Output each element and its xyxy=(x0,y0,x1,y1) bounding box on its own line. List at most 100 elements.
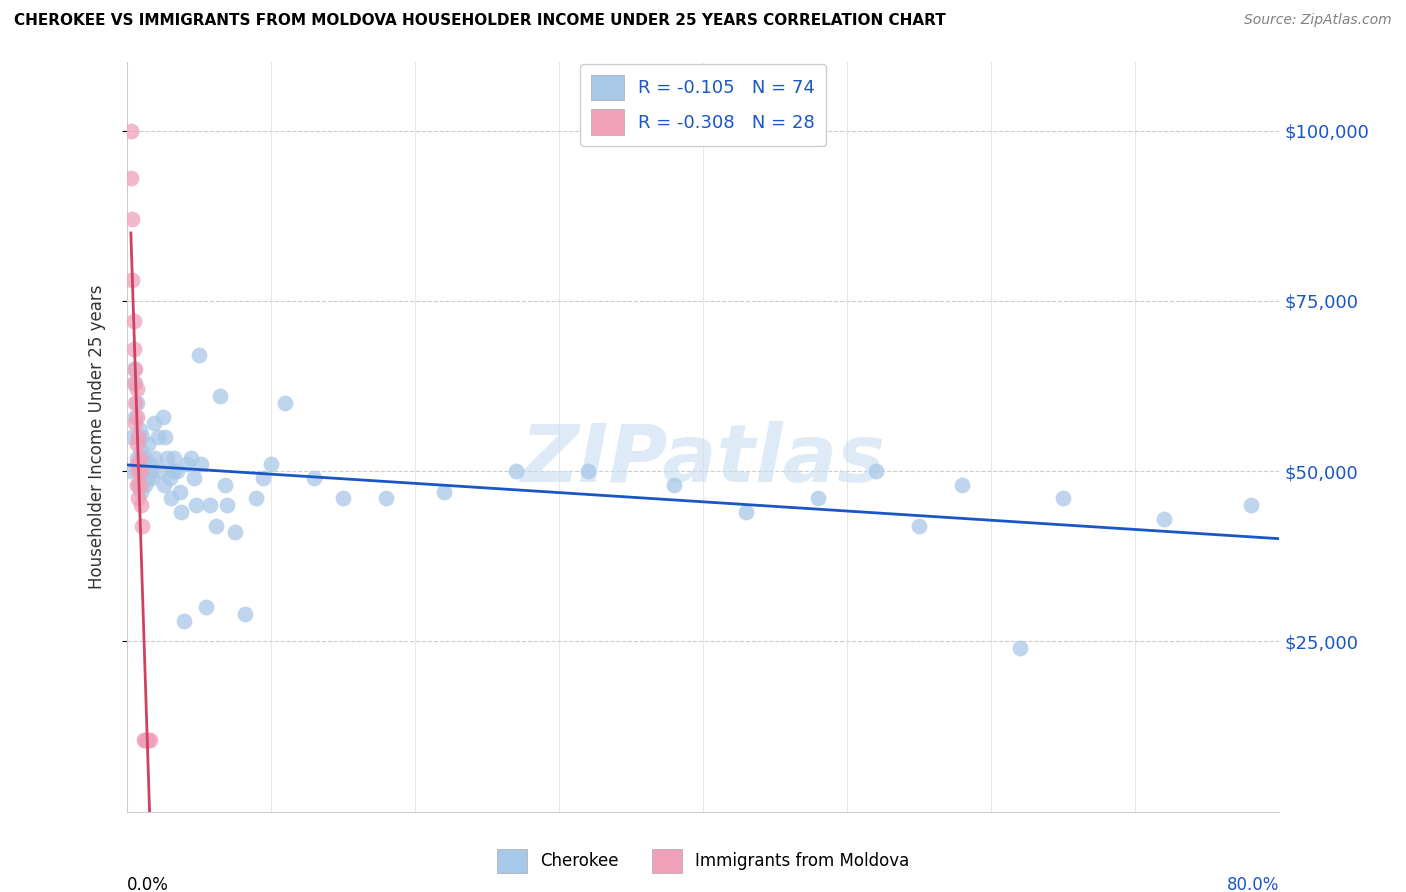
Legend: Cherokee, Immigrants from Moldova: Cherokee, Immigrants from Moldova xyxy=(489,842,917,880)
Point xyxy=(121,273,143,287)
Point xyxy=(127,430,149,444)
Point xyxy=(252,471,274,485)
Y-axis label: Householder Income Under 25 years: Householder Income Under 25 years xyxy=(87,285,105,590)
Point xyxy=(166,464,188,478)
Text: 80.0%: 80.0% xyxy=(1227,877,1279,892)
Point xyxy=(121,212,143,227)
Point xyxy=(129,464,152,478)
Point xyxy=(865,464,887,478)
Point xyxy=(124,376,146,390)
Point xyxy=(198,498,221,512)
Point xyxy=(139,464,162,478)
Point xyxy=(132,464,155,478)
Point xyxy=(233,607,256,622)
Point xyxy=(127,430,149,444)
Point xyxy=(162,464,184,478)
Point xyxy=(125,458,148,472)
Point xyxy=(125,409,148,424)
Point xyxy=(259,458,281,472)
Point xyxy=(156,450,179,465)
Point xyxy=(209,389,232,403)
Point xyxy=(145,450,166,465)
Point xyxy=(127,477,149,491)
Point xyxy=(124,362,146,376)
Point xyxy=(128,477,150,491)
Point xyxy=(148,430,170,444)
Point xyxy=(807,491,830,506)
Point xyxy=(159,471,181,485)
Point xyxy=(1010,641,1032,656)
Point xyxy=(124,409,146,424)
Point xyxy=(170,505,193,519)
Point xyxy=(129,498,152,512)
Point xyxy=(735,505,758,519)
Point xyxy=(138,733,160,747)
Point xyxy=(120,464,142,478)
Point xyxy=(125,437,148,451)
Point xyxy=(176,458,198,472)
Point xyxy=(169,484,191,499)
Point xyxy=(121,430,143,444)
Point xyxy=(332,491,354,506)
Point xyxy=(127,491,149,506)
Point xyxy=(173,614,195,628)
Point xyxy=(134,733,156,747)
Point xyxy=(664,477,686,491)
Point xyxy=(505,464,527,478)
Point xyxy=(433,484,456,499)
Point xyxy=(124,417,146,431)
Point xyxy=(122,342,145,356)
Point xyxy=(125,450,148,465)
Point xyxy=(122,314,145,328)
Point xyxy=(153,477,176,491)
Point xyxy=(152,409,174,424)
Point xyxy=(125,396,148,410)
Point xyxy=(187,348,209,362)
Point xyxy=(149,464,172,478)
Point xyxy=(135,464,157,478)
Point xyxy=(180,450,202,465)
Point xyxy=(155,430,177,444)
Point xyxy=(245,491,267,506)
Point xyxy=(184,498,207,512)
Point xyxy=(131,477,153,491)
Point xyxy=(160,491,183,506)
Point xyxy=(302,471,325,485)
Point xyxy=(125,477,148,491)
Point xyxy=(138,458,160,472)
Point xyxy=(127,464,149,478)
Point xyxy=(142,417,165,431)
Point xyxy=(190,458,212,472)
Text: CHEROKEE VS IMMIGRANTS FROM MOLDOVA HOUSEHOLDER INCOME UNDER 25 YEARS CORRELATIO: CHEROKEE VS IMMIGRANTS FROM MOLDOVA HOUS… xyxy=(14,13,946,29)
Point xyxy=(576,464,599,478)
Point xyxy=(128,423,150,437)
Point xyxy=(214,477,236,491)
Point xyxy=(141,471,163,485)
Point xyxy=(1052,491,1074,506)
Point xyxy=(135,733,157,747)
Point xyxy=(128,450,150,465)
Point xyxy=(136,733,159,747)
Point xyxy=(217,498,239,512)
Point xyxy=(1240,498,1263,512)
Point xyxy=(224,525,246,540)
Point xyxy=(1153,512,1175,526)
Point xyxy=(194,600,217,615)
Point xyxy=(205,518,228,533)
Point xyxy=(131,430,153,444)
Point xyxy=(163,450,186,465)
Point xyxy=(122,362,145,376)
Point xyxy=(122,376,145,390)
Point xyxy=(908,518,931,533)
Point xyxy=(129,443,152,458)
Point xyxy=(134,477,156,491)
Point xyxy=(132,733,155,747)
Point xyxy=(128,464,150,478)
Point xyxy=(125,383,148,397)
Text: 0.0%: 0.0% xyxy=(127,877,169,892)
Point xyxy=(136,471,159,485)
Point xyxy=(129,484,152,499)
Point xyxy=(136,437,159,451)
Point xyxy=(183,471,205,485)
Point xyxy=(124,396,146,410)
